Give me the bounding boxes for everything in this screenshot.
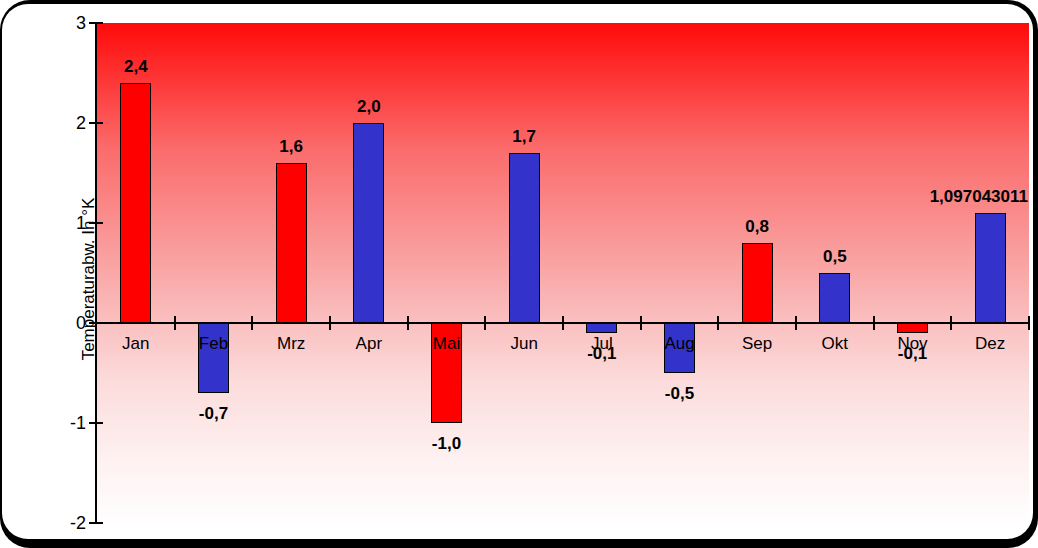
x-axis-tick: [717, 316, 719, 330]
bar-jul: [586, 323, 617, 333]
x-tick-label: Jan: [96, 334, 176, 354]
x-tick-label: Okt: [795, 334, 875, 354]
y-axis-tick: [89, 122, 103, 124]
y-tick-label: -1: [42, 413, 86, 433]
bar-jun: [509, 153, 540, 323]
bar-value-label: -1,0: [432, 434, 461, 454]
bar-value-label: 1,7: [512, 127, 536, 147]
bar-value-label: 0,5: [823, 247, 847, 267]
x-tick-label: Jun: [484, 334, 564, 354]
x-axis-tick: [1028, 316, 1030, 330]
x-tick-label: Mrz: [251, 334, 331, 354]
bar-value-label: 1,097043011: [930, 187, 1028, 207]
y-tick-label: 3: [42, 13, 86, 33]
x-axis-tick: [174, 316, 176, 330]
plot-area: Jan2,4Feb-0,7Mrz1,6Apr2,0Mai-1,0Jun1,7Ju…: [97, 23, 1029, 523]
x-axis-tick: [640, 316, 642, 330]
x-tick-label: Feb: [174, 334, 254, 354]
x-tick-label: Sep: [717, 334, 797, 354]
x-axis-tick: [950, 316, 952, 330]
y-axis-tick: [89, 222, 103, 224]
y-tick-label: 0: [42, 313, 86, 333]
chart-canvas: Temperaturabw. In °K Jan2,4Feb-0,7Mrz1,6…: [2, 4, 1033, 539]
y-tick-label: 2: [42, 113, 86, 133]
y-tick-label: 1: [42, 213, 86, 233]
x-axis-tick: [329, 316, 331, 330]
bar-value-label: 0,8: [745, 217, 769, 237]
bar-okt: [819, 273, 850, 323]
bar-sep: [742, 243, 773, 323]
y-axis-tick: [89, 322, 103, 324]
bar-mrz: [276, 163, 307, 323]
bar-value-label: -0,7: [199, 404, 228, 424]
bar-nov: [897, 323, 928, 333]
bar-value-label: -0,5: [665, 384, 694, 404]
x-tick-label: Aug: [640, 334, 720, 354]
y-axis-line: [95, 23, 97, 524]
bar-apr: [353, 123, 384, 323]
x-axis-tick: [484, 316, 486, 330]
bar-value-label: -0,1: [587, 344, 616, 364]
x-axis-tick: [795, 316, 797, 330]
x-axis-tick: [873, 316, 875, 330]
x-axis-tick: [562, 316, 564, 330]
chart-frame: Temperaturabw. In °K Jan2,4Feb-0,7Mrz1,6…: [0, 0, 1038, 548]
bar-jan: [120, 83, 151, 323]
x-axis-tick: [407, 316, 409, 330]
y-tick-label: -2: [42, 513, 86, 533]
bar-value-label: 2,4: [124, 57, 148, 77]
y-axis-tick: [89, 422, 103, 424]
y-axis-tick: [89, 22, 103, 24]
y-axis-tick: [89, 522, 103, 524]
bar-value-label: 2,0: [357, 97, 381, 117]
x-tick-label: Dez: [950, 334, 1030, 354]
bar-dez: [975, 213, 1006, 323]
bar-value-label: -0,1: [898, 344, 927, 364]
x-axis-tick: [251, 316, 253, 330]
x-tick-label: Mai: [407, 334, 487, 354]
x-tick-label: Apr: [329, 334, 409, 354]
bar-value-label: 1,6: [279, 137, 303, 157]
